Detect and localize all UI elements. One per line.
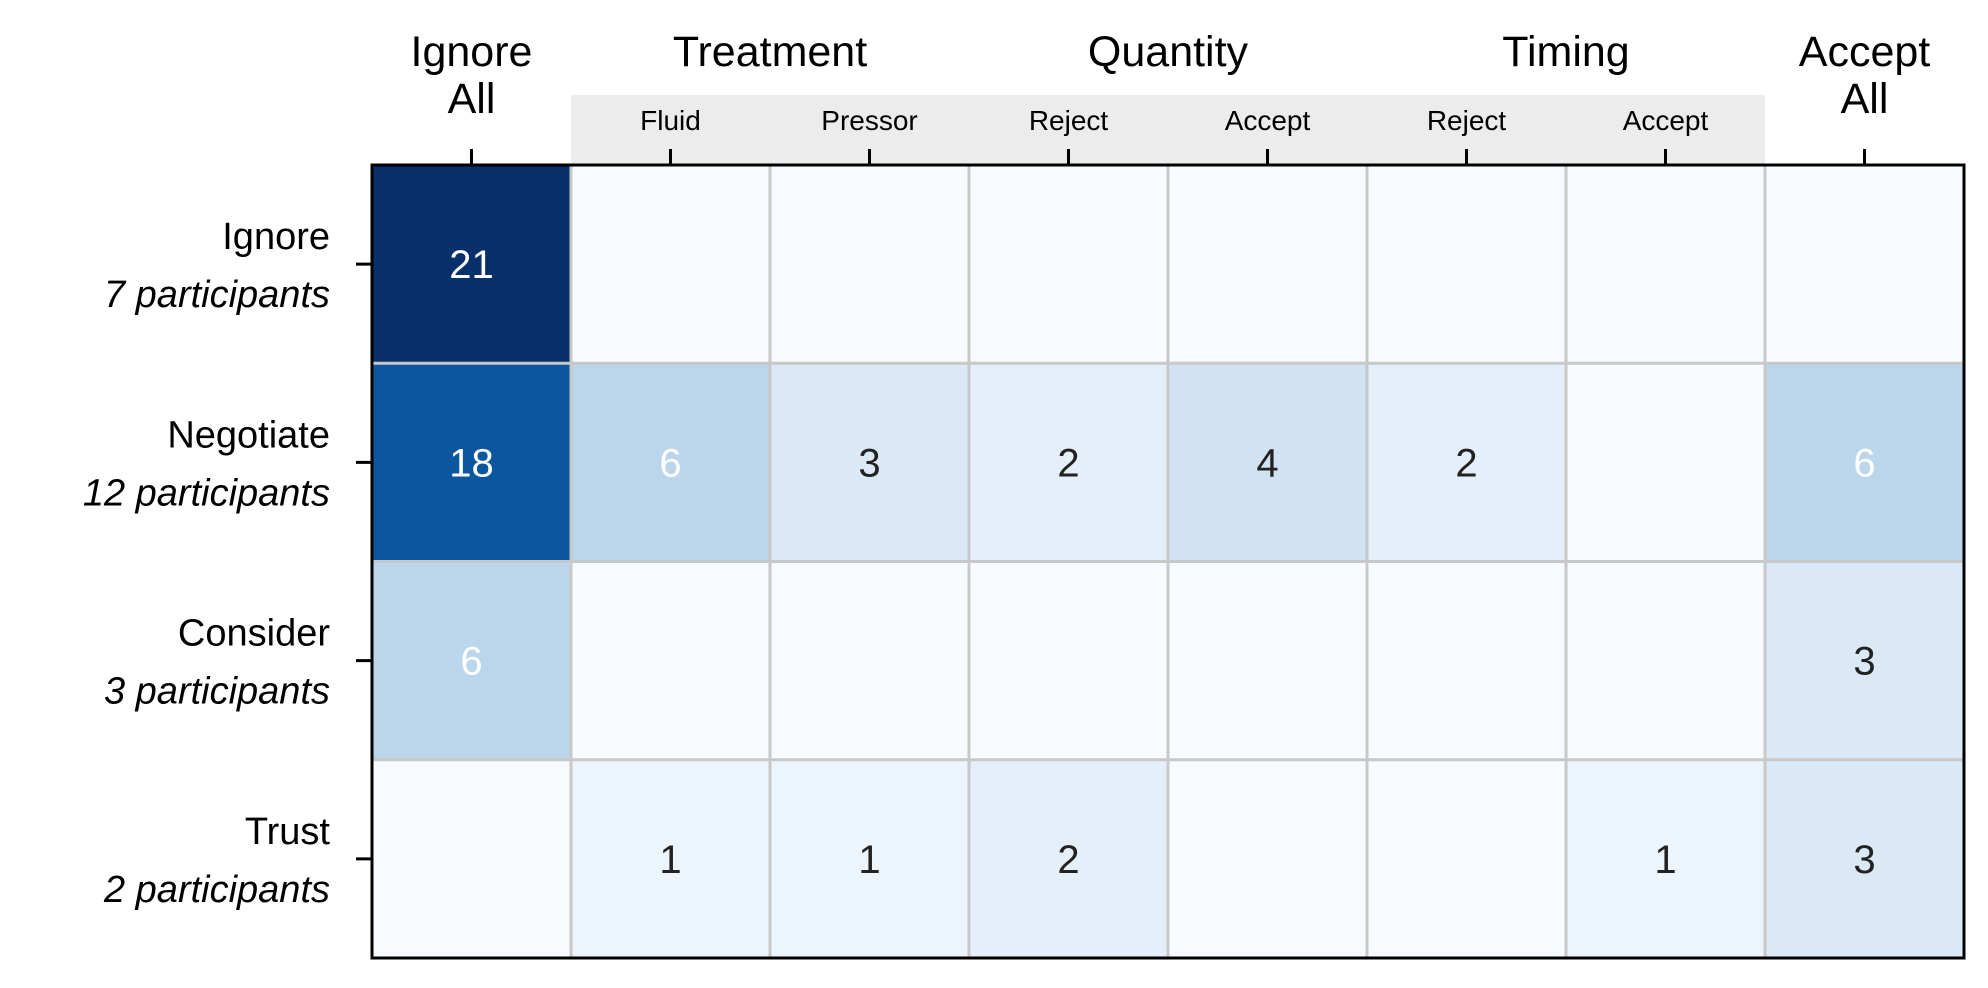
heatmap-cell bbox=[1566, 759, 1765, 958]
heatmap-cell bbox=[1765, 363, 1964, 562]
heatmap-cell bbox=[1168, 165, 1367, 364]
column-header-label: All bbox=[1841, 75, 1889, 123]
column-header-label: All bbox=[448, 75, 496, 123]
cell-value-label: 2 bbox=[1057, 441, 1079, 485]
heatmap-cell bbox=[770, 363, 969, 562]
row-label: Ignore bbox=[222, 216, 330, 258]
heatmap-cell bbox=[1765, 561, 1964, 760]
row-participants-label: 2 participants bbox=[103, 869, 330, 911]
column-group-label: Treatment bbox=[673, 28, 867, 76]
heatmap-cell bbox=[372, 165, 571, 364]
cell-value-label: 1 bbox=[659, 838, 681, 882]
heatmap-cell bbox=[770, 759, 969, 958]
column-sub-label: Accept bbox=[1623, 105, 1709, 136]
column-sub-label: Pressor bbox=[821, 105, 917, 136]
heatmap-cell bbox=[1765, 759, 1964, 958]
cell-value-label: 3 bbox=[1853, 640, 1875, 684]
heatmap-cell bbox=[372, 561, 571, 760]
cell-value-label: 3 bbox=[1853, 838, 1875, 882]
heatmap-cell bbox=[1566, 561, 1765, 760]
subheader-bands bbox=[571, 95, 1765, 165]
heatmap-cell bbox=[1168, 561, 1367, 760]
cell-value-label: 18 bbox=[449, 441, 494, 485]
column-group-label: Quantity bbox=[1088, 28, 1249, 76]
heatmap-cell bbox=[1566, 165, 1765, 364]
row-participants-label: 7 participants bbox=[104, 274, 330, 316]
heatmap-cell bbox=[969, 363, 1168, 562]
cell-value-label: 21 bbox=[449, 243, 494, 287]
cell-value-label: 1 bbox=[858, 838, 880, 882]
plot-frame bbox=[370, 163, 1966, 960]
cell-value-label: 3 bbox=[858, 441, 880, 485]
heatmap-cell bbox=[1367, 363, 1566, 562]
heatmap-cell bbox=[1168, 759, 1367, 958]
column-header-label: Ignore bbox=[411, 28, 533, 76]
cell-value-label: 4 bbox=[1256, 441, 1278, 485]
column-sub-label: Reject bbox=[1029, 105, 1109, 136]
heatmap-cell bbox=[571, 165, 770, 364]
heatmap-cell bbox=[969, 165, 1168, 364]
row-label: Trust bbox=[245, 811, 331, 853]
heatmap-cell bbox=[372, 759, 571, 958]
heatmap-cell bbox=[1765, 165, 1964, 364]
heatmap-gridlines bbox=[372, 165, 1964, 958]
column-group-label: Timing bbox=[1502, 28, 1629, 76]
cell-value-label: 1 bbox=[1654, 838, 1676, 882]
column-sub-label: Fluid bbox=[640, 105, 701, 136]
row-labels: Ignore 7 participants Negotiate 12 particip… bbox=[83, 216, 331, 911]
column-header-label: Accept bbox=[1799, 28, 1931, 76]
cell-value-label: 2 bbox=[1057, 838, 1079, 882]
heatmap-cell bbox=[969, 759, 1168, 958]
cell-value-label: 6 bbox=[460, 640, 482, 684]
row-participants-label: 3 participants bbox=[104, 671, 330, 713]
heatmap-cell bbox=[770, 561, 969, 760]
heatmap-cell bbox=[1168, 363, 1367, 562]
cell-value-label: 6 bbox=[1853, 441, 1875, 485]
heatmap-cells bbox=[372, 165, 1964, 958]
heatmap-cell bbox=[770, 165, 969, 364]
subheader-band bbox=[571, 95, 1765, 165]
heatmap-cell bbox=[372, 363, 571, 562]
heatmap-cell bbox=[969, 561, 1168, 760]
cell-value-label: 6 bbox=[659, 441, 681, 485]
axis-ticks bbox=[356, 149, 1866, 861]
row-label: Consider bbox=[178, 613, 330, 655]
row-label: Negotiate bbox=[167, 414, 330, 456]
heatmap-cell bbox=[571, 759, 770, 958]
heatmap-cell bbox=[1566, 363, 1765, 562]
column-sub-label: Accept bbox=[1225, 105, 1311, 136]
heatmap-cell bbox=[1367, 165, 1566, 364]
row-participants-label: 12 participants bbox=[83, 472, 330, 514]
heatmap-cell bbox=[1367, 561, 1566, 760]
cell-value-label: 2 bbox=[1455, 441, 1477, 485]
heatmap-cell bbox=[571, 363, 770, 562]
column-sub-label: Reject bbox=[1427, 105, 1507, 136]
heatmap-cell bbox=[571, 561, 770, 760]
heatmap-cell bbox=[1367, 759, 1566, 958]
